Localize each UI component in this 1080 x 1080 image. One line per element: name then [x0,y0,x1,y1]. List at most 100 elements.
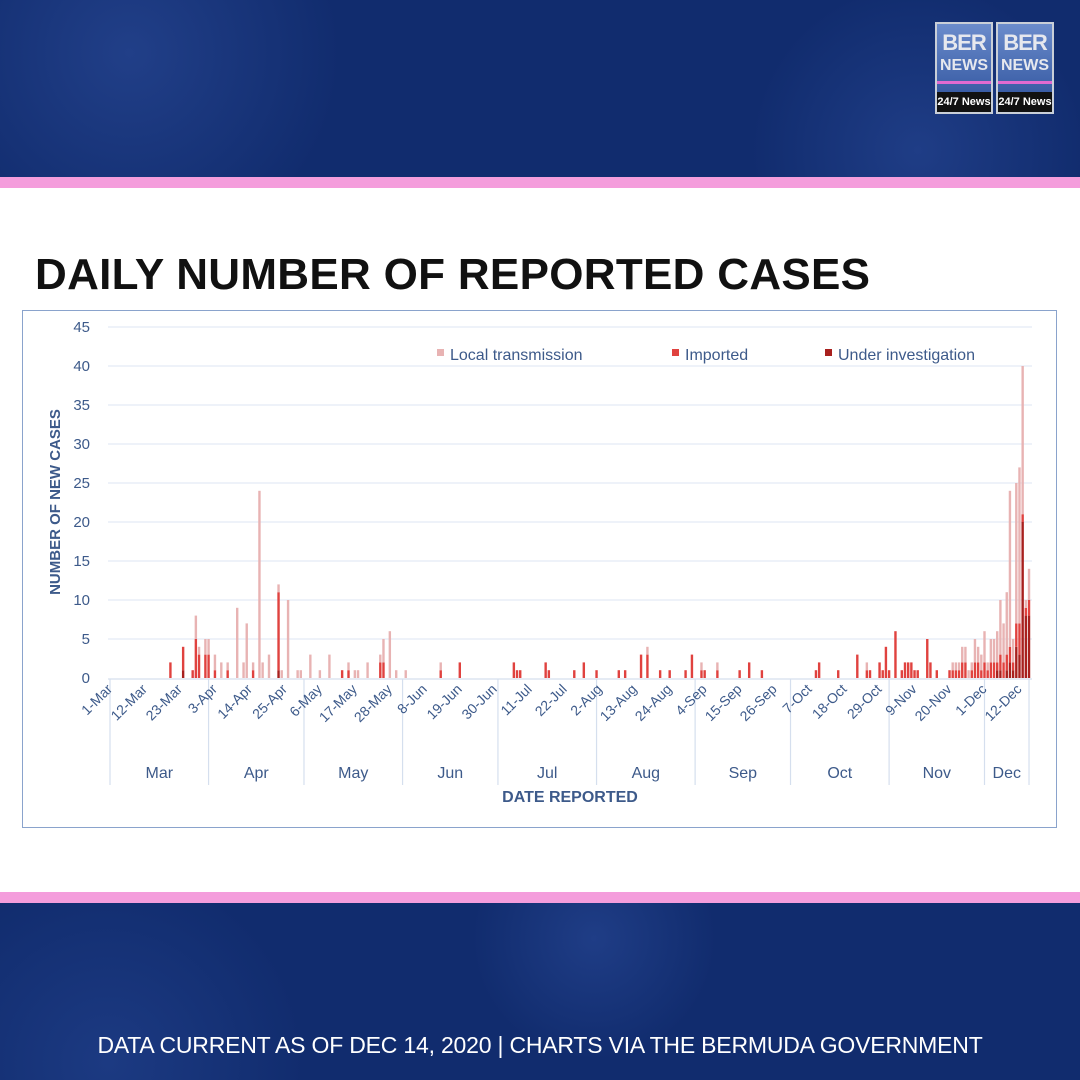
x-tick-label: 20-Nov [911,681,954,724]
logo-ber: BER [942,30,986,55]
bar-under-investigation [996,670,999,678]
bar-local-transmission [957,662,961,671]
bar-imported [1011,662,1015,671]
bar-local-transmission [716,662,719,671]
bar-imported [639,654,643,678]
x-tick-label: 13-Aug [597,681,640,724]
bar-local-transmission [1008,490,1012,647]
bar-imported [617,670,620,678]
bar-imported [716,670,719,678]
month-label: Oct [827,765,852,782]
bar-local-transmission [258,490,261,678]
footer-caption: DATA CURRENT AS OF DEC 14, 2020 | CHARTS… [0,1032,1080,1059]
x-tick-label: 12-Dec [981,681,1024,724]
x-tick-label: 19-Jun [423,681,465,723]
bar-imported [382,662,385,678]
bar-local-transmission [261,662,264,678]
bar-imported [817,662,821,678]
bar-imported [251,670,255,678]
bar-local-transmission [992,639,996,663]
bar-imported [970,670,973,678]
x-tick-label: 12-Mar [107,681,150,724]
bar-local-transmission [395,670,398,678]
bar-under-investigation [181,670,185,678]
bar-imported [989,662,993,678]
y-tick-label: 15 [73,553,90,570]
bar-local-transmission [356,670,360,678]
bar-local-transmission [318,670,322,678]
x-tick-label: 26-Sep [736,681,779,724]
bar-local-transmission [242,662,245,678]
bar-imported [191,670,194,678]
bar-under-investigation [1005,670,1008,678]
bar-imported [961,662,964,678]
x-tick-label: 24-Aug [632,681,675,724]
bar-local-transmission [226,662,229,671]
x-tick-label: 18-Oct [809,681,850,722]
bar-local-transmission [309,654,312,678]
y-tick-label: 20 [73,514,90,531]
y-tick-label: 40 [73,358,90,375]
bar-imported [980,670,983,678]
bar-local-transmission [976,646,980,663]
y-tick-label: 0 [82,670,90,687]
bar-imported [204,654,207,678]
bar-imported [856,654,859,678]
bar-imported [1002,662,1005,678]
bar-imported [1024,607,1028,616]
bar-imported [884,646,888,678]
footer-background [0,903,1080,1080]
footer-text: DATA CURRENT AS OF DEC 14, 2020 | CHARTS… [97,1032,983,1058]
bar-imported [986,670,989,678]
bar-local-transmission [267,654,271,678]
bar-local-transmission [197,646,201,655]
bar-imported [999,654,1002,671]
bar-under-investigation [999,670,1002,678]
bar-imported [1018,623,1021,655]
bar-local-transmission [700,662,703,671]
month-label: Dec [993,765,1021,782]
legend-swatch-imported [672,349,679,356]
bar-imported [881,670,884,678]
bar-local-transmission [964,646,967,663]
y-tick-label: 5 [82,631,90,648]
bar-imported [738,670,741,678]
bar-imported [992,662,996,678]
bar-imported [929,662,932,678]
y-tick-label: 45 [73,319,90,336]
bar-local-transmission [967,670,970,678]
bar-local-transmission [961,646,964,663]
bar-local-transmission [204,639,207,655]
bar-imported [684,670,687,678]
bar-imported [573,670,576,678]
content-panel [0,188,1080,892]
bar-imported [814,670,818,678]
bar-imported [951,670,954,678]
bar-local-transmission [1002,623,1005,663]
bar-imported [910,662,913,678]
bar-local-transmission [983,631,986,663]
bar-imported [916,670,919,678]
bar-local-transmission [1021,366,1024,515]
bar-local-transmission [1015,483,1018,624]
bar-imported [646,654,649,678]
bar-imported [197,654,201,678]
bar-under-investigation [1027,615,1031,678]
bar-under-investigation [1008,662,1012,678]
legend-label: Imported [685,347,748,364]
bar-local-transmission [439,662,442,671]
month-label: May [338,765,368,782]
month-label: Jul [537,765,557,782]
bar-local-transmission [207,639,210,655]
bar-imported [954,670,958,678]
logo-tagline: 24/7 News [998,92,1052,112]
bar-imported [900,670,904,678]
bar-imported [983,662,986,678]
chart-title: DAILY NUMBER OF REPORTED CASES [35,250,871,299]
bar-local-transmission [1005,592,1008,655]
bar-imported [512,662,516,678]
logo-panel-right: BER NEWS 24/7 News [996,22,1054,114]
bar-imported [906,662,910,678]
y-tick-label: 30 [73,436,90,453]
bar-imported [964,662,967,678]
